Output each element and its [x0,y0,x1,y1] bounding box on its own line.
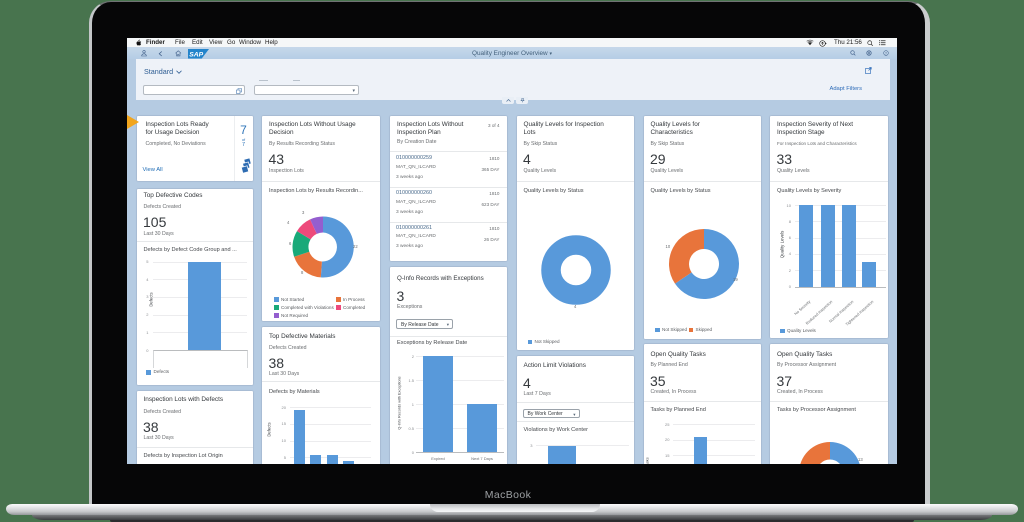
svg-text:?: ? [884,51,886,55]
svg-text:SAP: SAP [189,51,203,58]
